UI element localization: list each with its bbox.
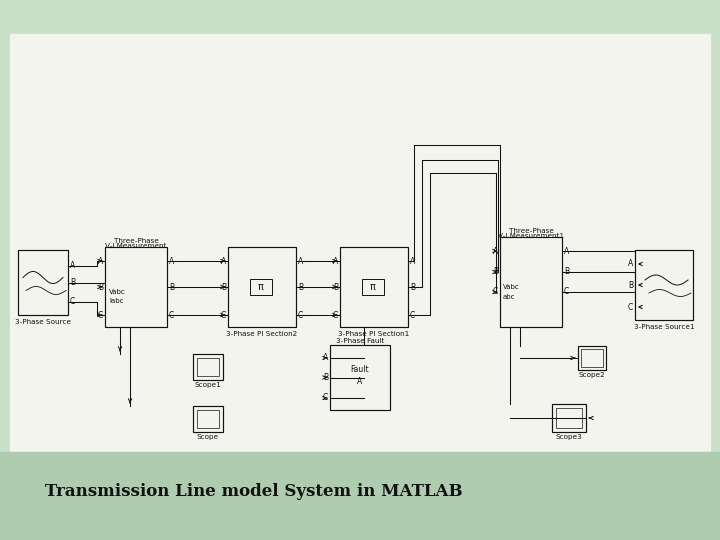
- Text: C: C: [298, 310, 303, 320]
- Text: Scope1: Scope1: [194, 382, 221, 388]
- Bar: [18, 250, 68, 315]
- Bar: [581, 349, 603, 367]
- Text: Three-Phase: Three-Phase: [114, 238, 158, 244]
- Text: A: A: [357, 377, 363, 386]
- Bar: [500, 237, 562, 327]
- Text: V-I Measurement: V-I Measurement: [105, 243, 167, 249]
- Text: Transmission Line model System in MATLAB: Transmission Line model System in MATLAB: [45, 483, 463, 501]
- Text: B: B: [221, 282, 226, 292]
- Bar: [340, 247, 408, 327]
- Bar: [105, 247, 167, 327]
- Text: B: B: [410, 282, 415, 292]
- Text: B: B: [628, 280, 633, 289]
- Bar: [556, 408, 582, 428]
- Bar: [250, 279, 272, 295]
- Bar: [635, 250, 693, 320]
- Text: Fault: Fault: [351, 365, 369, 374]
- Text: A: A: [564, 246, 570, 255]
- Text: C: C: [323, 394, 328, 402]
- Bar: [197, 410, 219, 428]
- Bar: [0, 452, 720, 540]
- Text: Iabc: Iabc: [109, 298, 124, 304]
- Text: C: C: [492, 287, 498, 296]
- Text: B: B: [169, 282, 174, 292]
- Text: C: C: [70, 298, 76, 307]
- Text: 3-Phase PI Section1: 3-Phase PI Section1: [338, 331, 410, 337]
- Bar: [197, 358, 219, 376]
- Text: B: B: [493, 267, 498, 276]
- Text: B: B: [98, 282, 103, 292]
- Bar: [10, 34, 710, 452]
- Text: V-I Measurement1: V-I Measurement1: [498, 233, 564, 239]
- Text: C: C: [564, 287, 570, 296]
- Text: B: B: [564, 267, 569, 276]
- Bar: [193, 406, 223, 432]
- Text: π: π: [258, 282, 264, 292]
- Text: A: A: [98, 256, 103, 266]
- Bar: [362, 279, 384, 295]
- Text: B: B: [70, 278, 75, 287]
- Text: A: A: [323, 354, 328, 362]
- Text: 3-Phase Source: 3-Phase Source: [15, 319, 71, 325]
- Bar: [228, 247, 296, 327]
- Text: A: A: [410, 256, 415, 266]
- Text: Scope: Scope: [197, 434, 219, 440]
- Text: C: C: [333, 310, 338, 320]
- Bar: [0, 0, 720, 30]
- Text: 3-Phase Fault: 3-Phase Fault: [336, 338, 384, 344]
- Text: Scope2: Scope2: [579, 372, 606, 378]
- Text: Vabc: Vabc: [109, 289, 126, 295]
- Text: B: B: [333, 282, 338, 292]
- Text: 3-Phase PI Section2: 3-Phase PI Section2: [226, 331, 297, 337]
- Text: A: A: [628, 260, 633, 268]
- Text: A: A: [298, 256, 303, 266]
- Text: C: C: [410, 310, 415, 320]
- Text: Vabc: Vabc: [503, 284, 520, 290]
- Bar: [330, 345, 390, 410]
- Text: Scope3: Scope3: [556, 434, 582, 440]
- Text: A: A: [70, 261, 76, 271]
- Text: B: B: [298, 282, 303, 292]
- Text: A: A: [169, 256, 174, 266]
- Text: C: C: [98, 310, 103, 320]
- Text: A: A: [221, 256, 226, 266]
- Bar: [578, 346, 606, 370]
- Text: C: C: [628, 302, 633, 312]
- Text: 3-Phase Source1: 3-Phase Source1: [634, 324, 694, 330]
- Text: abc: abc: [503, 294, 516, 300]
- Text: B: B: [323, 373, 328, 382]
- Text: π: π: [370, 282, 376, 292]
- Bar: [552, 404, 586, 432]
- Bar: [193, 354, 223, 380]
- Text: A: A: [333, 256, 338, 266]
- Text: A: A: [492, 246, 498, 255]
- Text: C: C: [221, 310, 226, 320]
- Text: Three-Phase: Three-Phase: [508, 228, 554, 234]
- Text: C: C: [169, 310, 174, 320]
